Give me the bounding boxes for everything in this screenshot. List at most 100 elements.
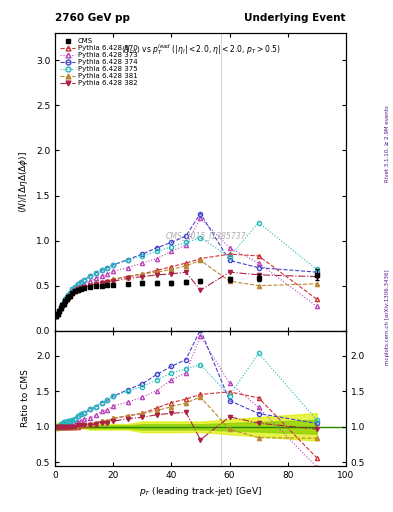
Pythia 6.428 370 bbox=[57, 308, 62, 314]
Pythia 6.428 374 bbox=[256, 265, 261, 271]
Pythia 6.428 374 bbox=[154, 245, 159, 251]
Pythia 6.428 381 bbox=[66, 294, 70, 301]
Pythia 6.428 374 bbox=[54, 313, 59, 319]
Y-axis label: $\langle N\rangle/[\Delta\eta\Delta(\Delta\phi)]$: $\langle N\rangle/[\Delta\eta\Delta(\Del… bbox=[17, 151, 30, 213]
Pythia 6.428 382 bbox=[314, 273, 319, 280]
Pythia 6.428 381 bbox=[111, 276, 116, 283]
Pythia 6.428 381 bbox=[60, 303, 64, 309]
Pythia 6.428 375 bbox=[94, 270, 98, 276]
Pythia 6.428 370 bbox=[73, 288, 78, 294]
Pythia 6.428 381 bbox=[70, 290, 75, 296]
Pythia 6.428 370 bbox=[61, 301, 66, 307]
Pythia 6.428 382 bbox=[59, 305, 63, 311]
Pythia 6.428 370 bbox=[154, 267, 159, 273]
Text: $\langle N_{ch}\rangle$ vs $p_T^{lead}$ ($|\eta_l|<2.0$, $\eta|<2.0$, $p_T>0.5$): $\langle N_{ch}\rangle$ vs $p_T^{lead}$ … bbox=[121, 42, 280, 57]
Pythia 6.428 375 bbox=[63, 296, 68, 302]
Pythia 6.428 370 bbox=[59, 305, 63, 311]
Pythia 6.428 375 bbox=[111, 262, 116, 268]
Pythia 6.428 370 bbox=[60, 303, 64, 309]
Pythia 6.428 373 bbox=[169, 248, 174, 254]
Pythia 6.428 370 bbox=[54, 313, 59, 319]
Pythia 6.428 370 bbox=[63, 298, 68, 304]
Pythia 6.428 382 bbox=[61, 301, 66, 307]
Pythia 6.428 373 bbox=[184, 242, 188, 248]
Pythia 6.428 373 bbox=[227, 245, 232, 251]
Pythia 6.428 370 bbox=[140, 271, 145, 277]
Pythia 6.428 382 bbox=[66, 294, 70, 301]
Pythia 6.428 373 bbox=[314, 303, 319, 309]
Pythia 6.428 382 bbox=[88, 283, 92, 289]
Pythia 6.428 370 bbox=[82, 284, 86, 290]
Pythia 6.428 382 bbox=[63, 298, 68, 304]
Pythia 6.428 374 bbox=[105, 265, 110, 271]
Pythia 6.428 370 bbox=[64, 296, 69, 302]
Pythia 6.428 374 bbox=[67, 290, 72, 296]
Pythia 6.428 373 bbox=[111, 268, 116, 274]
Pythia 6.428 373 bbox=[256, 260, 261, 266]
Pythia 6.428 375 bbox=[227, 254, 232, 260]
Pythia 6.428 370 bbox=[94, 281, 98, 287]
Pythia 6.428 374 bbox=[198, 210, 203, 217]
Pythia 6.428 373 bbox=[57, 308, 62, 314]
Pythia 6.428 381 bbox=[88, 282, 92, 288]
Line: Pythia 6.428 382: Pythia 6.428 382 bbox=[54, 270, 319, 318]
Pythia 6.428 375 bbox=[99, 267, 104, 273]
Text: 2760 GeV pp: 2760 GeV pp bbox=[55, 13, 130, 23]
Pythia 6.428 381 bbox=[169, 266, 174, 272]
Line: Pythia 6.428 381: Pythia 6.428 381 bbox=[54, 259, 319, 318]
Pythia 6.428 375 bbox=[184, 239, 188, 245]
Pythia 6.428 373 bbox=[73, 286, 78, 292]
Pythia 6.428 373 bbox=[66, 293, 70, 300]
Pythia 6.428 381 bbox=[55, 310, 60, 316]
Pythia 6.428 374 bbox=[94, 270, 98, 276]
Pythia 6.428 382 bbox=[67, 292, 72, 298]
Pythia 6.428 375 bbox=[140, 253, 145, 259]
Pythia 6.428 375 bbox=[88, 273, 92, 279]
Pythia 6.428 381 bbox=[256, 283, 261, 289]
Pythia 6.428 382 bbox=[64, 296, 69, 302]
Pythia 6.428 370 bbox=[66, 294, 70, 301]
Pythia 6.428 375 bbox=[79, 279, 84, 285]
Pythia 6.428 381 bbox=[227, 278, 232, 284]
Pythia 6.428 381 bbox=[76, 286, 81, 292]
Pythia 6.428 375 bbox=[67, 290, 72, 296]
Text: mcplots.cern.ch [arXiv:1306.3436]: mcplots.cern.ch [arXiv:1306.3436] bbox=[385, 270, 390, 365]
Pythia 6.428 381 bbox=[57, 308, 62, 314]
Pythia 6.428 370 bbox=[169, 264, 174, 270]
Pythia 6.428 374 bbox=[125, 257, 130, 263]
Pythia 6.428 374 bbox=[64, 294, 69, 301]
Pythia 6.428 373 bbox=[70, 289, 75, 295]
Pythia 6.428 374 bbox=[63, 296, 68, 302]
Pythia 6.428 373 bbox=[54, 313, 59, 319]
Pythia 6.428 381 bbox=[61, 301, 66, 307]
Pythia 6.428 374 bbox=[66, 292, 70, 298]
Pythia 6.428 382 bbox=[57, 308, 62, 314]
Pythia 6.428 381 bbox=[154, 269, 159, 275]
Pythia 6.428 381 bbox=[63, 298, 68, 304]
Pythia 6.428 373 bbox=[94, 275, 98, 282]
Pythia 6.428 382 bbox=[54, 313, 59, 319]
Pythia 6.428 375 bbox=[66, 292, 70, 298]
Pythia 6.428 382 bbox=[55, 310, 60, 316]
Pythia 6.428 375 bbox=[82, 277, 86, 283]
Pythia 6.428 374 bbox=[76, 281, 81, 287]
Pythia 6.428 381 bbox=[140, 271, 145, 277]
Pythia 6.428 375 bbox=[55, 310, 60, 316]
Pythia 6.428 370 bbox=[70, 290, 75, 296]
Pythia 6.428 374 bbox=[55, 310, 60, 316]
Pythia 6.428 375 bbox=[64, 294, 69, 301]
Pythia 6.428 375 bbox=[154, 248, 159, 254]
Pythia 6.428 382 bbox=[198, 287, 203, 293]
Pythia 6.428 373 bbox=[140, 260, 145, 266]
Pythia 6.428 374 bbox=[184, 233, 188, 239]
Pythia 6.428 370 bbox=[55, 310, 60, 316]
Pythia 6.428 374 bbox=[61, 299, 66, 305]
Line: Pythia 6.428 373: Pythia 6.428 373 bbox=[54, 216, 319, 318]
Pythia 6.428 374 bbox=[60, 302, 64, 308]
Pythia 6.428 374 bbox=[88, 273, 92, 279]
Pythia 6.428 373 bbox=[59, 305, 63, 311]
Pythia 6.428 375 bbox=[59, 304, 63, 310]
Pythia 6.428 382 bbox=[111, 278, 116, 284]
Pythia 6.428 381 bbox=[54, 313, 59, 319]
Pythia 6.428 381 bbox=[314, 281, 319, 287]
